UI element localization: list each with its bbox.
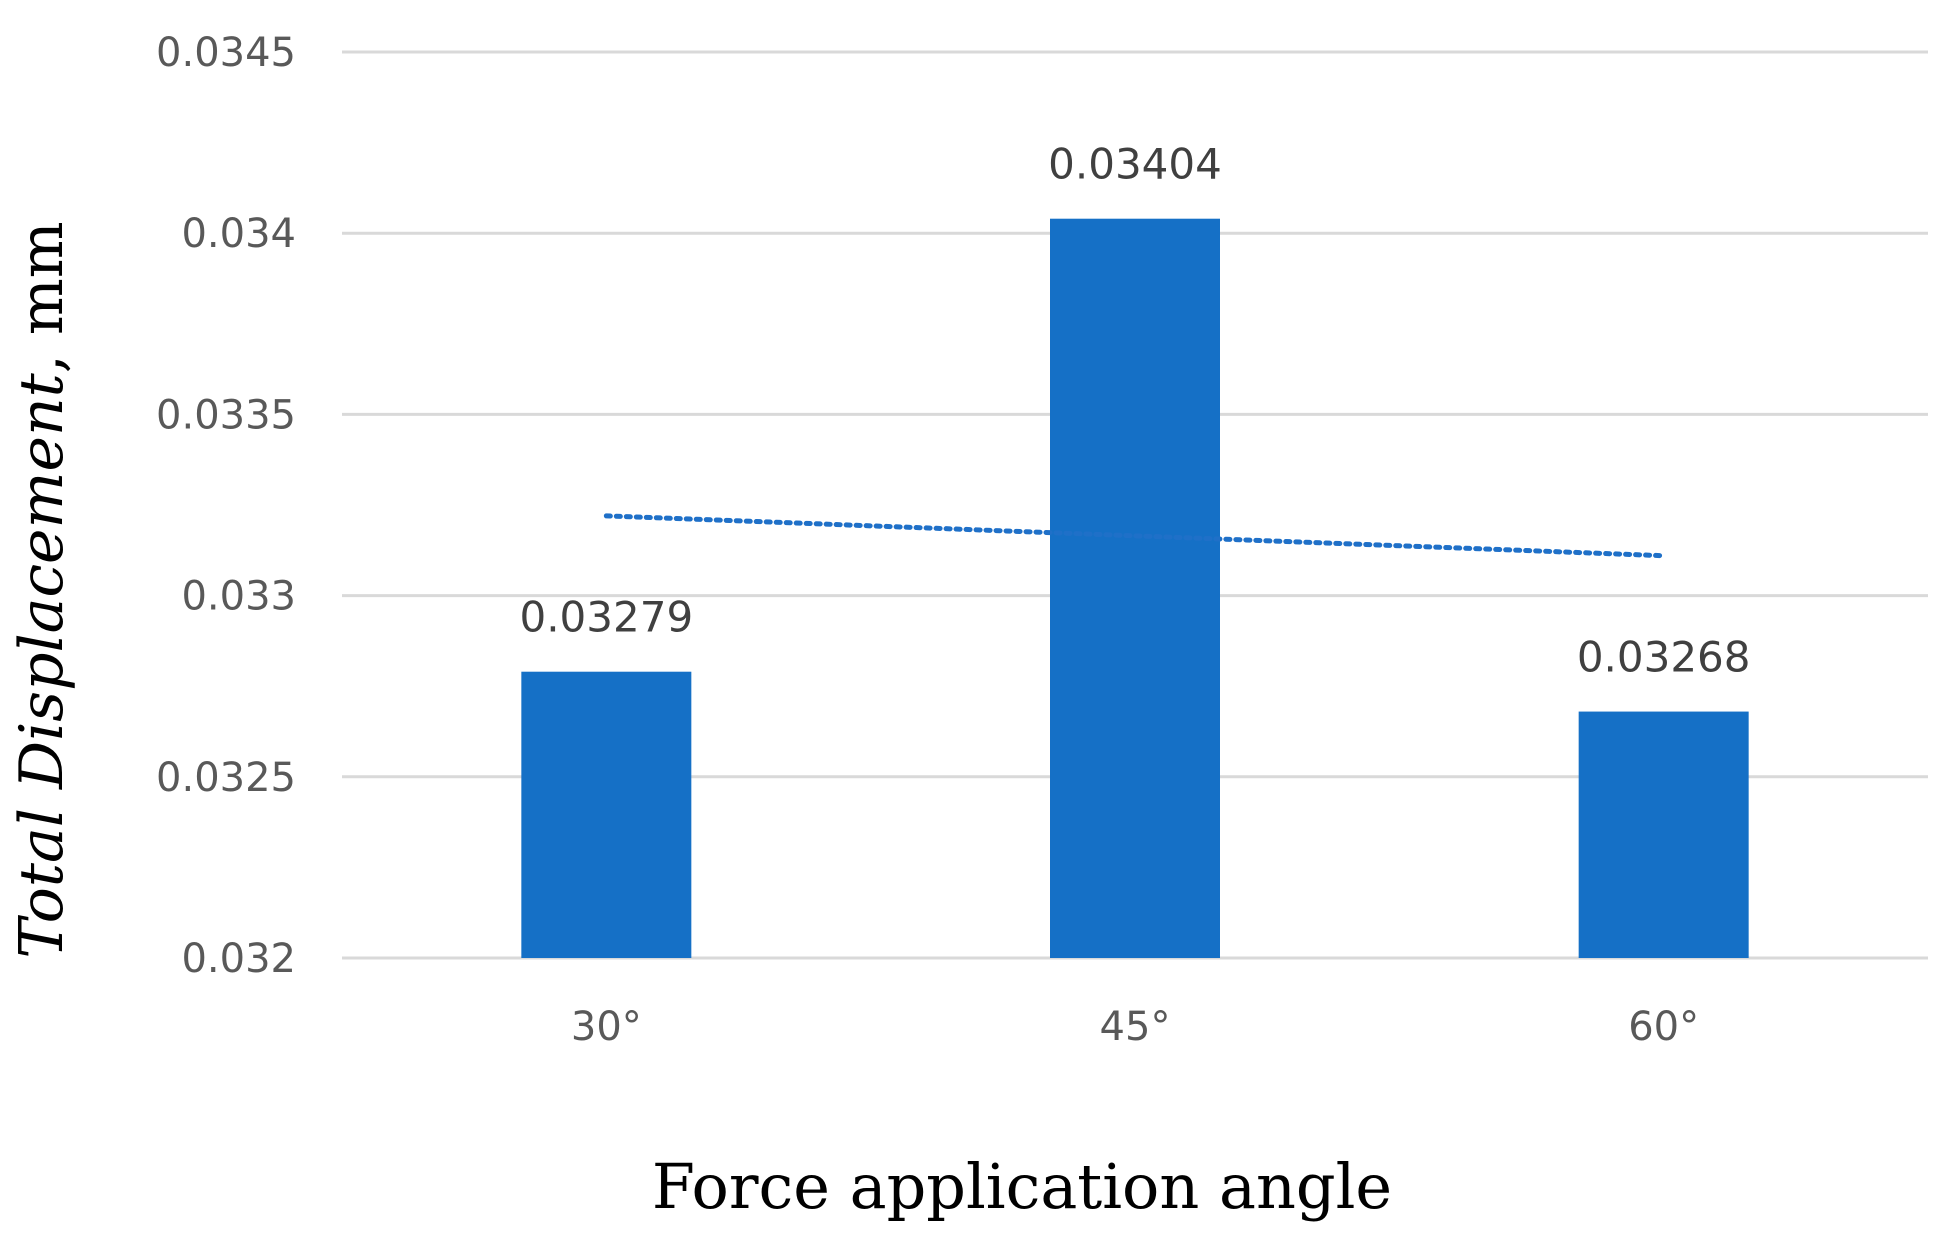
- trendline-path: [603, 513, 1667, 559]
- y-tick-label: 0.032: [181, 936, 296, 982]
- y-tick-label: 0.0325: [156, 755, 296, 801]
- bar: [1050, 218, 1220, 959]
- bars: [521, 218, 1749, 959]
- x-axis-tick-labels: 30° 45° 60°: [571, 1004, 1699, 1050]
- y-axis-title-unit: , mm: [7, 221, 77, 373]
- data-label: 0.03279: [519, 593, 693, 642]
- y-axis-title: Total Displacement, mm: [7, 221, 77, 958]
- x-tick-label: 60°: [1628, 1004, 1699, 1050]
- data-label: 0.03268: [1577, 633, 1751, 682]
- x-tick-label: 30°: [571, 1004, 642, 1050]
- y-tick-label: 0.034: [181, 211, 296, 257]
- y-tick-label: 0.033: [181, 574, 296, 620]
- y-tick-label: 0.0345: [156, 30, 296, 76]
- bar: [521, 671, 692, 958]
- data-label: 0.03404: [1048, 140, 1222, 189]
- trendline: [603, 513, 1667, 559]
- data-labels: 0.03279 0.03404 0.03268: [519, 140, 1750, 682]
- y-axis-title-italic: Total Displacement: [7, 372, 77, 958]
- x-axis-title: Force application angle: [652, 1150, 1392, 1223]
- y-axis-tick-labels: 0.032 0.0325 0.033 0.0335 0.034 0.0345: [156, 30, 296, 982]
- y-tick-label: 0.0335: [156, 392, 296, 438]
- x-tick-label: 45°: [1100, 1004, 1171, 1050]
- bar: [1578, 711, 1749, 958]
